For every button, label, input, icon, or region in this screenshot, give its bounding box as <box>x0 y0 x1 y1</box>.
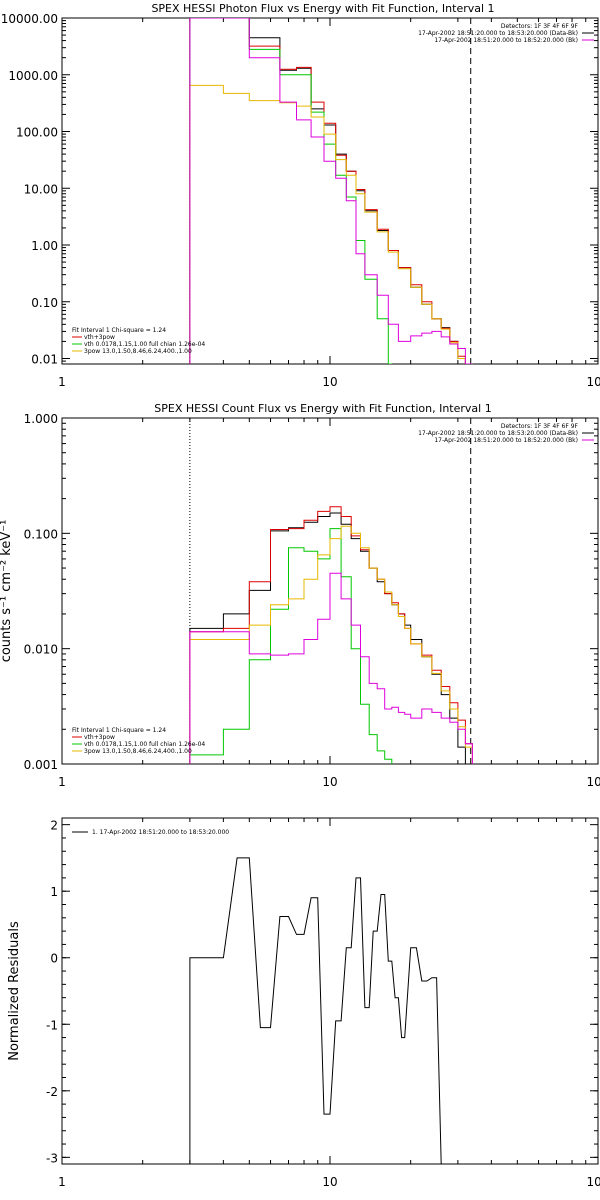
series-0-histogram <box>189 512 473 764</box>
legend-bottom-entry: vth+3pow <box>84 734 115 741</box>
series-2-histogram <box>189 528 393 764</box>
legend-bottom-entry: 3pow 13.0,1.50,8.46,6.24,400.,1.00 <box>84 348 192 355</box>
y-tick-label: -1 <box>46 1018 58 1032</box>
series-4-histogram <box>189 18 473 364</box>
y-tick-label: 1000.00 <box>8 69 58 83</box>
series-3-histogram <box>189 84 473 364</box>
series-0-histogram <box>189 18 473 364</box>
count-flux-ylabel: counts s⁻¹ cm⁻² keV⁻¹ <box>0 520 14 663</box>
x-tick-label: 1 <box>58 775 66 789</box>
legend-top-entry: 17-Apr-2002 18:51:20.000 to 18:52:20.000… <box>434 37 578 44</box>
x-tick-label: 10 <box>322 1175 337 1189</box>
y-tick-label: 1.000 <box>24 412 58 426</box>
y-tick-label: 0.010 <box>24 643 58 657</box>
series-3-histogram <box>189 525 473 764</box>
x-tick-label: 10 <box>322 775 337 789</box>
legend-top-entry: 17-Apr-2002 18:51:20.000 to 18:52:20.000… <box>434 437 578 444</box>
photon-flux-plot: 1 10 100 10000.00 1000.00 100.00 10.00 1.00 0.10… <box>1 12 600 389</box>
x-tick-label: 100 <box>587 775 600 789</box>
y-tick-label: 0 <box>50 952 58 966</box>
count-flux-panel: SPEX HESSI Count Flux vs Energy with Fit… <box>0 402 600 789</box>
y-tick-label: 10000.00 <box>1 12 58 26</box>
x-tick-label: 1 <box>58 375 66 389</box>
series-1-histogram <box>189 18 473 364</box>
x-tick-label: 100 <box>587 375 600 389</box>
legend-bottom-entry: vth+3pow <box>84 334 115 341</box>
y-tick-label: 0.01 <box>31 353 58 367</box>
y-tick-label: 10.00 <box>24 182 58 196</box>
legend-top-entry: 17-Apr-2002 18:51:20.000 to 18:53:20.000… <box>418 430 578 437</box>
residuals-ylabel: Normalized Residuals <box>7 921 22 1061</box>
y-tick-label: 0.100 <box>24 527 58 541</box>
legend-top-entry: 1. 17-Apr-2002 18:51:20.000 to 18:53:20.… <box>92 829 229 836</box>
y-tick-label: -2 <box>46 1085 58 1099</box>
count-flux-plot: 1 10 100 1.000 0.100 0.010 0.001 Detectors: 1F … <box>24 412 600 789</box>
legend-bottom-entry: vth 0.0178,1.15,1.00 full chian 1.26e-04 <box>84 741 205 748</box>
y-tick-label: 0.001 <box>24 758 58 772</box>
x-tick-label: 1 <box>58 1175 66 1189</box>
y-tick-label: 0.10 <box>31 296 58 310</box>
legend-bottom-entry: 3pow 13.0,1.50,8.46,6.24,400.,1.00 <box>84 748 192 755</box>
photon-flux-plot-frame <box>61 17 599 365</box>
series-0-histogram <box>189 857 469 1164</box>
y-tick-label: 2 <box>50 819 58 833</box>
series-4-histogram <box>189 572 473 764</box>
series-1-histogram <box>189 506 473 764</box>
y-tick-label: 100.00 <box>16 126 58 140</box>
legend-top-entry: Detectors: 1F 3F 4F 6F 9F <box>501 23 579 30</box>
count-flux-title: SPEX HESSI Count Flux vs Energy with Fit… <box>154 402 491 415</box>
legend-bottom-entry: Fit Interval 1 Chi-square = 1.24 <box>72 327 166 334</box>
photon-flux-title: SPEX HESSI Photon Flux vs Energy with Fi… <box>151 2 494 15</box>
x-tick-label: 100 <box>587 1175 600 1189</box>
legend-top-entry: 17-Apr-2002 18:51:20.000 to 18:53:20.000… <box>418 30 578 37</box>
legend-top-entry: Detectors: 1F 3F 4F 6F 9F <box>501 423 579 430</box>
legend-bottom-entry: Fit Interval 1 Chi-square = 1.24 <box>72 727 166 734</box>
photon-flux-panel: SPEX HESSI Photon Flux vs Energy with Fi… <box>1 2 600 389</box>
y-tick-label: -3 <box>46 1151 58 1165</box>
x-tick-label: 10 <box>322 375 337 389</box>
y-tick-label: 1 <box>50 885 58 899</box>
residuals-panel: Normalized Residuals 110100210-1-2-31. 1… <box>7 817 600 1189</box>
legend-bottom-entry: vth 0.0178,1.15,1.00 full chian 1.26e-04 <box>84 341 205 348</box>
y-tick-label: 1.00 <box>31 239 58 253</box>
residuals-plot: 110100210-1-2-31. 17-Apr-2002 18:51:20.0… <box>46 818 600 1189</box>
